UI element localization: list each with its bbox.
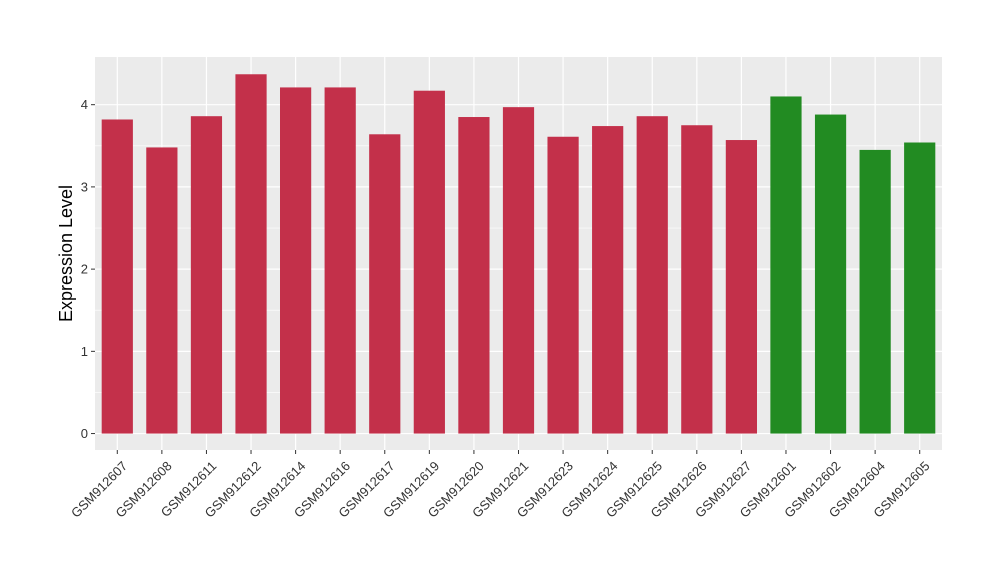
bar xyxy=(190,116,223,434)
bar xyxy=(681,125,713,434)
bar xyxy=(280,87,312,434)
bars xyxy=(101,74,936,434)
bar xyxy=(770,96,802,434)
bar xyxy=(502,107,535,434)
bar xyxy=(235,74,267,434)
y-tick-label: 1 xyxy=(81,344,88,359)
x-axis: GSM912607GSM912608GSM912611GSM912612GSM9… xyxy=(68,450,933,521)
y-axis: 0 1 2 3 4 xyxy=(81,97,95,441)
bar xyxy=(592,126,624,434)
y-axis-title: Expression Level xyxy=(56,185,76,322)
bar xyxy=(636,116,668,434)
bar xyxy=(324,87,356,434)
bar xyxy=(101,119,133,434)
bar xyxy=(814,114,847,434)
bar xyxy=(413,90,445,434)
y-tick-label: 4 xyxy=(81,97,88,112)
bar xyxy=(458,117,490,434)
bar xyxy=(904,142,936,434)
bar xyxy=(725,140,757,434)
y-tick-label: 0 xyxy=(81,426,88,441)
bar xyxy=(369,134,401,434)
bar xyxy=(547,136,579,434)
bar xyxy=(146,147,178,434)
y-tick-label: 3 xyxy=(81,179,88,194)
bar xyxy=(859,149,891,434)
y-tick-label: 2 xyxy=(81,262,88,277)
